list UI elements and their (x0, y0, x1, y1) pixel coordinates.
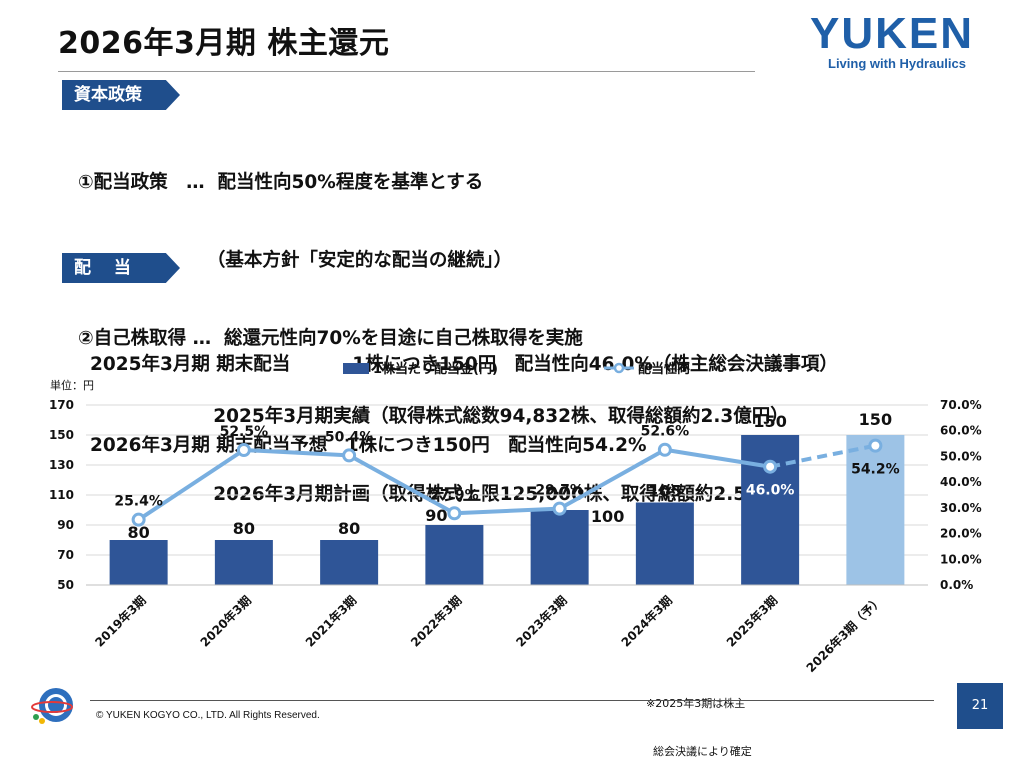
bar-value-label: 80 (127, 523, 149, 542)
x-tick-label: 2019年3期 (92, 593, 149, 650)
ratio-line-forecast (769, 443, 876, 469)
x-tick-label: 2021年3期 (302, 593, 359, 650)
bar-value-label: 80 (233, 519, 255, 538)
y-right-tick-label: 0.0% (940, 578, 973, 592)
policy-line: 2025年3月期実績（取得株式総数94,832株、取得総額約2.3億円） (78, 406, 789, 427)
y-right-tick-label: 10.0% (940, 552, 982, 566)
bar-value-label: 105 (648, 482, 681, 501)
bar (109, 540, 168, 585)
legend-line-label: 配当性向 (638, 362, 691, 377)
x-tick-label: 2023年3期 (513, 593, 570, 650)
bar-value-label: 150 (753, 412, 786, 431)
bar (425, 525, 484, 585)
policy-line: ①配当政策 … 配当性向50%程度を基準とする (78, 172, 484, 193)
y-right-tick-label: 50.0% (940, 449, 982, 463)
globe-emblem-icon (31, 688, 73, 724)
ratio-point (447, 506, 462, 521)
page-title: 2026年3月期 株主還元 (58, 26, 390, 61)
legend-bar-series: 1株当たり配当金(円) (343, 358, 498, 377)
ratio-point (657, 442, 672, 457)
bar (530, 510, 589, 585)
logo-wordmark: YUKEN (810, 9, 975, 58)
x-tick-label: 2020年3期 (197, 593, 254, 650)
policy-line: ②自己株取得 … 総還元性向70%を目途に自己株取得を実施 (78, 328, 583, 349)
legend-bar-swatch (343, 363, 369, 374)
x-tick-label: 2022年3期 (407, 593, 464, 650)
y-right-tick-label: 70.0% (940, 398, 982, 412)
y-right-tick-label: 60.0% (940, 424, 982, 438)
ratio-point (342, 448, 357, 463)
bar (214, 540, 273, 585)
bar (320, 540, 379, 585)
x-tick-label: 2025年3期 (723, 593, 780, 650)
bar (635, 502, 694, 585)
y-left-tick-label: 110 (49, 488, 74, 502)
footer-divider (90, 700, 934, 701)
ratio-value-label: 25.4% (114, 494, 163, 510)
bar-value-label: 150 (859, 410, 892, 429)
dividend-chart: 50 70 90 110 130 150 170 0.0% 10.0% 20.0% 30.0% 40.… (49, 398, 982, 676)
y-left-tick-label: 130 (49, 458, 74, 472)
ratio-value-label: 52.6% (641, 424, 690, 440)
title-divider (58, 71, 755, 72)
unit-label: 単位：円 (50, 379, 94, 392)
bar-value-label: 100 (591, 507, 624, 526)
y-right-tick-label: 30.0% (940, 501, 982, 515)
legend-line-swatch (604, 362, 634, 374)
x-tick-label: 2024年3期 (618, 593, 675, 650)
legend-bar-label: 1株当たり配当金(円) (373, 362, 498, 377)
bar-value-label: 80 (338, 519, 360, 538)
y-left-tick-label: 70 (57, 548, 74, 562)
y-left-tick-label: 170 (49, 398, 74, 412)
ratio-value-label: 27.9% (430, 487, 479, 503)
footnote-line: 総会決議により確定 (646, 745, 752, 758)
bar (846, 435, 905, 585)
dividend-text: 2025年3月期 期末配当 1株につき150円 配当性向46.0%（株主総会決議… (90, 297, 838, 486)
ratio-point (552, 501, 567, 516)
section-tag-dividend: 配 当 (62, 253, 180, 283)
dividend-line: 2026年3月期 期末配当予想 1株につき150円 配当性向54.2% (90, 435, 647, 456)
y-left-tick-label: 50 (57, 578, 74, 592)
ratio-point (131, 512, 146, 527)
ratio-point (236, 443, 251, 457)
y-right-tick-label: 40.0% (940, 475, 982, 489)
ratio-value-label: 54.2% (851, 462, 900, 478)
y-right-tick-label: 20.0% (940, 527, 982, 541)
section-tag-capital-policy: 資本政策 (62, 80, 180, 110)
ratio-value-label: 29.7% (535, 483, 584, 499)
ratio-value-label: 52.5% (220, 424, 269, 440)
copyright: © YUKEN KOGYO CO., LTD. All Rights Reser… (96, 710, 320, 721)
bar (741, 435, 800, 585)
ratio-value-label: 46.0% (746, 483, 795, 499)
ratio-value-label: 50.4% (325, 429, 374, 445)
dividend-line: 2025年3月期 期末配当 1株につき150円 配当性向46.0%（株主総会決議… (90, 354, 838, 375)
ratio-point (868, 438, 883, 453)
ratio-point (763, 459, 778, 474)
company-logo: YUKEN Living with Hydraulics (810, 12, 986, 74)
legend-line-series: 配当性向 (604, 358, 690, 377)
footnote: ※2025年3期は株主 総会決議により確定 (646, 664, 752, 776)
footnote-line: ※2025年3期は株主 (646, 697, 746, 710)
y-left-tick-label: 150 (49, 428, 74, 442)
x-tick-label: 2026年3期（予） (803, 593, 886, 676)
policy-line: （基本方針「安定的な配当の継続」） (78, 250, 513, 271)
logo-tagline: Living with Hydraulics (828, 56, 966, 71)
y-left-tick-label: 90 (57, 518, 74, 532)
bar-value-label: 90 (425, 506, 447, 525)
page-number: 21 (957, 683, 1003, 729)
